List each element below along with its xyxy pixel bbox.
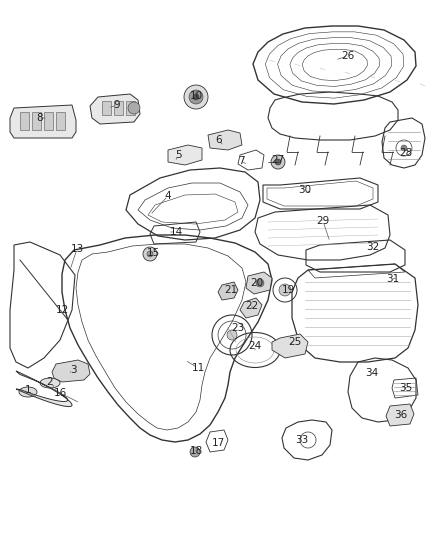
Text: 15: 15 bbox=[146, 248, 159, 258]
Text: 10: 10 bbox=[190, 91, 202, 101]
Text: 25: 25 bbox=[288, 337, 302, 347]
Circle shape bbox=[275, 159, 281, 165]
Text: 29: 29 bbox=[316, 216, 330, 226]
Text: 34: 34 bbox=[365, 368, 378, 378]
Polygon shape bbox=[240, 298, 262, 318]
Text: 2: 2 bbox=[47, 377, 53, 387]
Text: 32: 32 bbox=[366, 242, 380, 252]
Circle shape bbox=[193, 94, 199, 100]
Circle shape bbox=[279, 284, 291, 296]
Circle shape bbox=[190, 447, 200, 457]
Polygon shape bbox=[386, 404, 414, 426]
Polygon shape bbox=[168, 145, 202, 165]
Bar bbox=[56, 112, 65, 130]
Text: 6: 6 bbox=[215, 135, 223, 145]
Text: 16: 16 bbox=[53, 388, 67, 398]
Circle shape bbox=[401, 145, 407, 151]
Text: 12: 12 bbox=[55, 305, 69, 315]
Text: 11: 11 bbox=[191, 363, 205, 373]
Text: 27: 27 bbox=[272, 155, 285, 165]
Text: 9: 9 bbox=[114, 100, 120, 110]
Text: 8: 8 bbox=[37, 113, 43, 123]
Text: 3: 3 bbox=[70, 365, 76, 375]
Text: 35: 35 bbox=[399, 383, 413, 393]
Text: 17: 17 bbox=[212, 438, 225, 448]
Text: 7: 7 bbox=[238, 156, 244, 166]
Polygon shape bbox=[16, 371, 72, 407]
Circle shape bbox=[128, 102, 140, 114]
Bar bbox=[44, 112, 53, 130]
Text: 26: 26 bbox=[341, 51, 355, 61]
Text: 21: 21 bbox=[224, 285, 238, 295]
Text: 24: 24 bbox=[248, 341, 261, 351]
Text: 30: 30 bbox=[298, 185, 311, 195]
Bar bbox=[126, 101, 135, 115]
Circle shape bbox=[184, 85, 208, 109]
Text: 14: 14 bbox=[170, 227, 183, 237]
Text: 13: 13 bbox=[71, 244, 84, 254]
Text: 22: 22 bbox=[245, 301, 258, 311]
Text: 1: 1 bbox=[25, 385, 31, 395]
Text: 19: 19 bbox=[281, 285, 295, 295]
Circle shape bbox=[227, 330, 237, 340]
Text: 36: 36 bbox=[394, 410, 408, 420]
Circle shape bbox=[189, 90, 203, 104]
Bar bbox=[20, 112, 29, 130]
Ellipse shape bbox=[40, 378, 60, 388]
Text: 33: 33 bbox=[295, 435, 309, 445]
Polygon shape bbox=[246, 272, 272, 294]
Text: 5: 5 bbox=[175, 150, 181, 160]
Text: 28: 28 bbox=[399, 148, 413, 158]
Ellipse shape bbox=[19, 387, 37, 397]
Polygon shape bbox=[272, 334, 308, 358]
Circle shape bbox=[143, 247, 157, 261]
Circle shape bbox=[271, 155, 285, 169]
Bar bbox=[114, 101, 123, 115]
Bar bbox=[102, 101, 111, 115]
Text: 4: 4 bbox=[165, 191, 171, 201]
Polygon shape bbox=[90, 94, 140, 124]
Text: 18: 18 bbox=[189, 446, 203, 456]
Polygon shape bbox=[208, 130, 242, 150]
Text: 20: 20 bbox=[251, 278, 264, 288]
Polygon shape bbox=[52, 360, 90, 382]
Circle shape bbox=[147, 251, 153, 257]
Polygon shape bbox=[10, 105, 76, 138]
Polygon shape bbox=[218, 282, 238, 300]
Text: 23: 23 bbox=[231, 323, 245, 333]
Text: 31: 31 bbox=[386, 274, 399, 284]
Circle shape bbox=[256, 279, 264, 287]
Bar bbox=[32, 112, 41, 130]
